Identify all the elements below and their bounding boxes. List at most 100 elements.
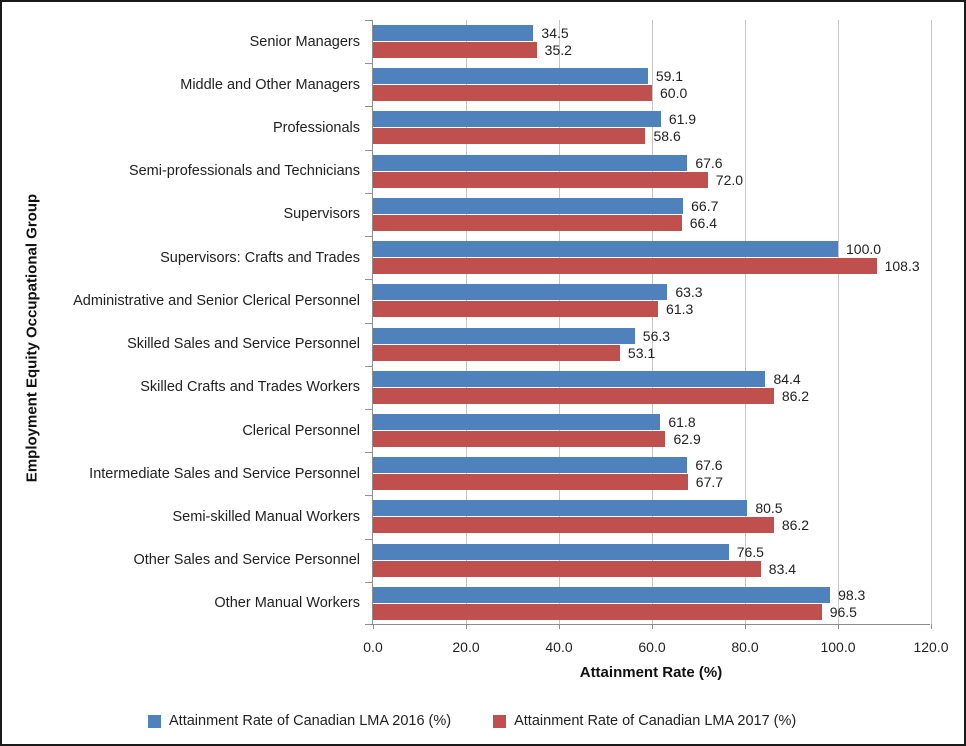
bar-value-label: 83.4 [768,560,797,577]
gridline [744,20,746,624]
bar-value-label: 67.7 [695,474,724,491]
bar-series-1 [373,517,774,534]
bar-series-0 [373,68,648,85]
category-label: Supervisors [283,206,360,223]
x-axis-tick-label: 40.0 [545,639,573,655]
gridline [558,20,560,624]
y-axis-tick [365,582,373,583]
legend-item-series-1: Attainment Rate of Canadian LMA 2017 (%) [493,713,796,729]
gridline [837,20,839,624]
bar-value-label: 84.4 [773,370,801,387]
bar-value-label: 35.2 [544,42,572,58]
bar-value-label: 67.6 [695,154,723,171]
legend-label: Attainment Rate of Canadian LMA 2017 (%) [514,713,797,729]
bar-series-1 [373,344,620,361]
y-axis-title: Employment Equity Occupational Group [23,193,41,483]
bar-series-1 [373,214,682,231]
bar-value-label: 66.7 [691,197,719,214]
y-axis-tick [365,279,373,280]
bar-series-0 [373,370,766,387]
bar-value-label: 59.1 [655,68,684,85]
x-axis-title: Attainment Rate (%) [579,664,723,681]
bar-value-label: 62.9 [673,430,701,447]
bar-value-label: 98.3 [838,586,866,603]
y-axis-tick [365,150,373,151]
y-axis-tick [365,624,373,625]
y-axis-tick [365,452,373,453]
bar-value-label: 96.5 [829,603,857,620]
bar-value-label: 80.5 [755,500,783,517]
bar-value-label: 63.3 [675,284,703,301]
gridline [930,20,932,624]
bar-series-0 [373,154,688,171]
plot-area: 34.5 59.1 61.9 67.6 66.7 100.0 63.3 56.3 84.4 61.… [365,20,932,629]
bar-series-0 [373,543,729,560]
bar-value-label: 86.2 [781,517,810,534]
bar-series-0 [373,327,635,344]
gridline [465,20,467,624]
legend-item-series-0: Attainment Rate of Canadian LMA 2016 (%) [148,713,451,729]
gridline [651,20,653,624]
y-axis-tick [365,409,373,410]
y-axis-tick [365,236,373,237]
y-axis-tick [365,539,373,540]
bar-value-label: 61.8 [668,413,696,430]
y-axis-tick [365,495,373,496]
legend-swatch-icon [493,714,507,728]
bar-value-label: 100.0 [846,241,882,258]
bar-series-0 [373,457,688,474]
x-axis-tick-label: 60.0 [638,639,666,655]
bar-series-1 [373,128,646,145]
category-label: Senior Managers [249,33,360,50]
category-label: Semi-skilled Manual Workers [172,508,360,525]
y-axis-tick [365,366,373,367]
bar-series-1 [373,258,877,275]
category-label: Other Manual Workers [214,595,360,612]
y-axis-tick [365,63,373,64]
bar-series-1 [373,560,761,577]
legend-swatch-icon [148,714,161,728]
y-axis-tick [365,323,373,324]
category-label: Supervisors: Crafts and Trades [160,249,360,266]
bar-value-label: 72.0 [715,171,744,188]
category-label: Professionals [272,120,360,137]
x-axis-tick [930,624,932,629]
bar-series-0 [373,413,661,430]
bar-series-0 [373,197,684,214]
x-axis-tick-label: 120.0 [913,639,949,655]
bar-series-1 [373,42,537,58]
bar-series-0 [373,241,838,258]
x-axis-tick [744,624,746,629]
y-axis-tick [365,20,373,21]
x-axis-tick-label: 0.0 [363,639,383,655]
category-label: Intermediate Sales and Service Personnel [89,465,360,482]
category-label: Semi-professionals and Technicians [128,163,360,180]
y-axis-tick [365,193,373,194]
category-label: Administrative and Senior Clerical Perso… [73,292,360,309]
category-label: Other Sales and Service Personnel [133,552,361,569]
x-axis-tick-label: 100.0 [820,639,856,655]
x-axis-tick [837,624,839,629]
bar-value-label: 76.5 [736,543,764,560]
x-axis-tick [558,624,560,629]
y-axis-tick [365,106,373,107]
bar-value-label: 61.9 [668,111,697,128]
bar-series-1 [373,85,652,102]
bar-series-0 [373,25,534,41]
bar-series-0 [373,284,668,301]
category-label: Clerical Personnel [242,422,360,439]
category-label: Middle and Other Managers [180,76,360,93]
bar-value-label: 108.3 [884,258,920,275]
x-axis-tick-label: 20.0 [452,639,480,655]
bar-series-1 [373,387,774,404]
bar-series-1 [373,301,659,318]
x-axis-tick-label: 80.0 [731,639,759,655]
bar-series-1 [373,474,688,491]
bar-value-label: 53.1 [627,344,656,361]
bar-value-label: 61.3 [666,301,694,318]
bar-series-0 [373,500,748,517]
bar-series-1 [373,430,666,447]
legend: Attainment Rate of Canadian LMA 2016 (%)… [148,713,796,729]
category-label: Skilled Crafts and Trades Workers [140,379,360,396]
